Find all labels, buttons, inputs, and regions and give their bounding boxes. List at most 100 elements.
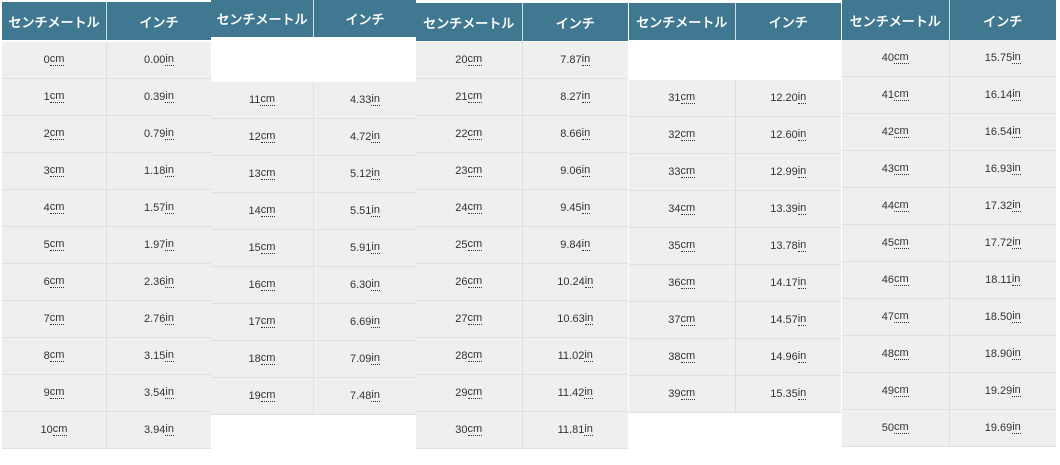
table-row: 38 cm 14.96 in	[629, 339, 841, 376]
cm-cell: 30 cm	[416, 412, 523, 448]
inch-unit: in	[584, 386, 593, 399]
inch-cell: 18.50 in	[950, 299, 1057, 335]
cm-cell: 16 cm	[211, 267, 314, 303]
cm-cell: 10 cm	[2, 412, 107, 448]
table-row: 26 cm 10.24 in	[416, 264, 628, 301]
inch-unit: in	[165, 349, 174, 362]
inch-value: 2.76	[144, 313, 166, 325]
inch-unit: in	[797, 165, 807, 178]
table-row: 46 cm 18.11 in	[842, 262, 1056, 299]
inch-value: 4.33	[350, 94, 372, 106]
inch-unit: in	[371, 167, 380, 180]
inch-cell: 16.14 in	[950, 77, 1057, 113]
table-row: 50 cm 19.69 in	[842, 410, 1056, 447]
cm-value: 21	[455, 91, 468, 103]
table-row: 13 cm 5.12 in	[211, 156, 416, 193]
inch-column-header: インチ	[139, 14, 179, 30]
inch-cell: 13.39 in	[736, 191, 842, 227]
inch-column-header: インチ	[555, 15, 595, 31]
inch-cell: 7.48 in	[314, 378, 416, 414]
table-row: 1 cm 0.39 in	[2, 79, 211, 116]
inch-value: 9.84	[560, 239, 582, 251]
table-row: 49 cm 19.29 in	[842, 373, 1056, 410]
table-row: 4 cm 1.57 in	[2, 190, 211, 227]
inch-cell: 0.39 in	[107, 79, 211, 115]
inch-unit: in	[1012, 421, 1021, 434]
cm-value: 38	[668, 351, 681, 363]
inch-unit: in	[584, 349, 593, 362]
inch-value: 2.36	[144, 276, 166, 288]
inch-value: 16.93	[984, 163, 1013, 175]
table-row: 31 cm 12.20 in	[629, 80, 841, 117]
cm-value: 7	[43, 313, 50, 325]
cm-unit: cm	[680, 128, 696, 141]
inch-cell: 7.87 in	[523, 42, 629, 78]
cm-unit: cm	[894, 310, 909, 323]
inch-unit: in	[584, 275, 594, 288]
inch-value: 14.57	[770, 314, 798, 326]
inch-unit: in	[584, 423, 593, 436]
cm-value: 50	[881, 422, 895, 434]
inch-unit: in	[797, 91, 807, 104]
cm-cell: 38 cm	[629, 339, 736, 375]
cm-unit: cm	[260, 241, 276, 254]
cm-unit: cm	[894, 162, 909, 175]
cm-unit: cm	[894, 384, 909, 397]
table-row: 45 cm 17.72 in	[842, 225, 1056, 262]
cm-unit: cm	[680, 165, 696, 178]
cm-cell: 18 cm	[211, 341, 314, 377]
inch-unit: in	[371, 130, 380, 143]
table-header: センチメートル インチ	[629, 3, 841, 40]
cm-value: 29	[455, 387, 468, 399]
cm-value: 46	[881, 274, 895, 286]
cm-value: 44	[881, 200, 895, 212]
table-row: 40 cm 15.75 in	[842, 40, 1056, 77]
table-row: 44 cm 17.32 in	[842, 188, 1056, 225]
inch-unit: in	[371, 93, 380, 106]
table-row: 36 cm 14.17 in	[629, 265, 841, 302]
inch-unit: in	[797, 128, 807, 141]
inch-unit: in	[165, 201, 174, 214]
cm-unit: cm	[680, 91, 696, 104]
cm-cell: 49 cm	[842, 373, 950, 409]
inch-unit: in	[371, 278, 380, 291]
cm-value: 36	[668, 277, 681, 289]
cm-cell: 34 cm	[629, 191, 736, 227]
inch-cell: 0.00 in	[107, 42, 211, 78]
table-row: 18 cm 7.09 in	[211, 341, 416, 378]
table-header: センチメートル インチ	[842, 0, 1056, 40]
inch-unit: in	[371, 204, 380, 217]
cm-cell: 41 cm	[842, 77, 950, 113]
inch-cell: 9.06 in	[523, 153, 629, 189]
inch-value: 6.30	[350, 279, 372, 291]
table-row: 33 cm 12.99 in	[629, 154, 841, 191]
inch-cell: 17.72 in	[950, 225, 1057, 261]
cm-cell: 28 cm	[416, 338, 523, 374]
cm-unit: cm	[260, 352, 276, 365]
inch-value: 5.12	[350, 168, 372, 180]
inch-value: 14.96	[770, 351, 798, 363]
inch-cell: 14.57 in	[736, 302, 842, 338]
inch-column-header: インチ	[345, 12, 385, 27]
inch-value: 16.14	[984, 89, 1013, 101]
inch-unit: in	[1012, 125, 1021, 138]
inch-value: 8.66	[560, 128, 582, 140]
inch-cell: 4.33 in	[314, 82, 416, 118]
cm-unit: cm	[467, 164, 483, 177]
table-row: 0 cm 0.00 in	[2, 42, 211, 79]
inch-unit: in	[1012, 51, 1021, 64]
inch-cell: 15.35 in	[736, 376, 842, 412]
cm-value: 31	[668, 92, 681, 104]
inch-unit: in	[165, 238, 174, 251]
inch-cell: 1.18 in	[107, 153, 211, 189]
table-row: 41 cm 16.14 in	[842, 77, 1056, 114]
cm-cell: 35 cm	[629, 228, 736, 264]
inch-unit: in	[797, 239, 807, 252]
cm-unit: cm	[467, 127, 483, 140]
inch-cell: 18.11 in	[950, 262, 1057, 298]
inch-unit: in	[1012, 347, 1021, 360]
inch-cell: 3.54 in	[107, 375, 211, 411]
cm-cell: 12 cm	[211, 119, 314, 155]
inch-column-header: インチ	[983, 13, 1023, 29]
cm-unit: cm	[49, 127, 65, 140]
